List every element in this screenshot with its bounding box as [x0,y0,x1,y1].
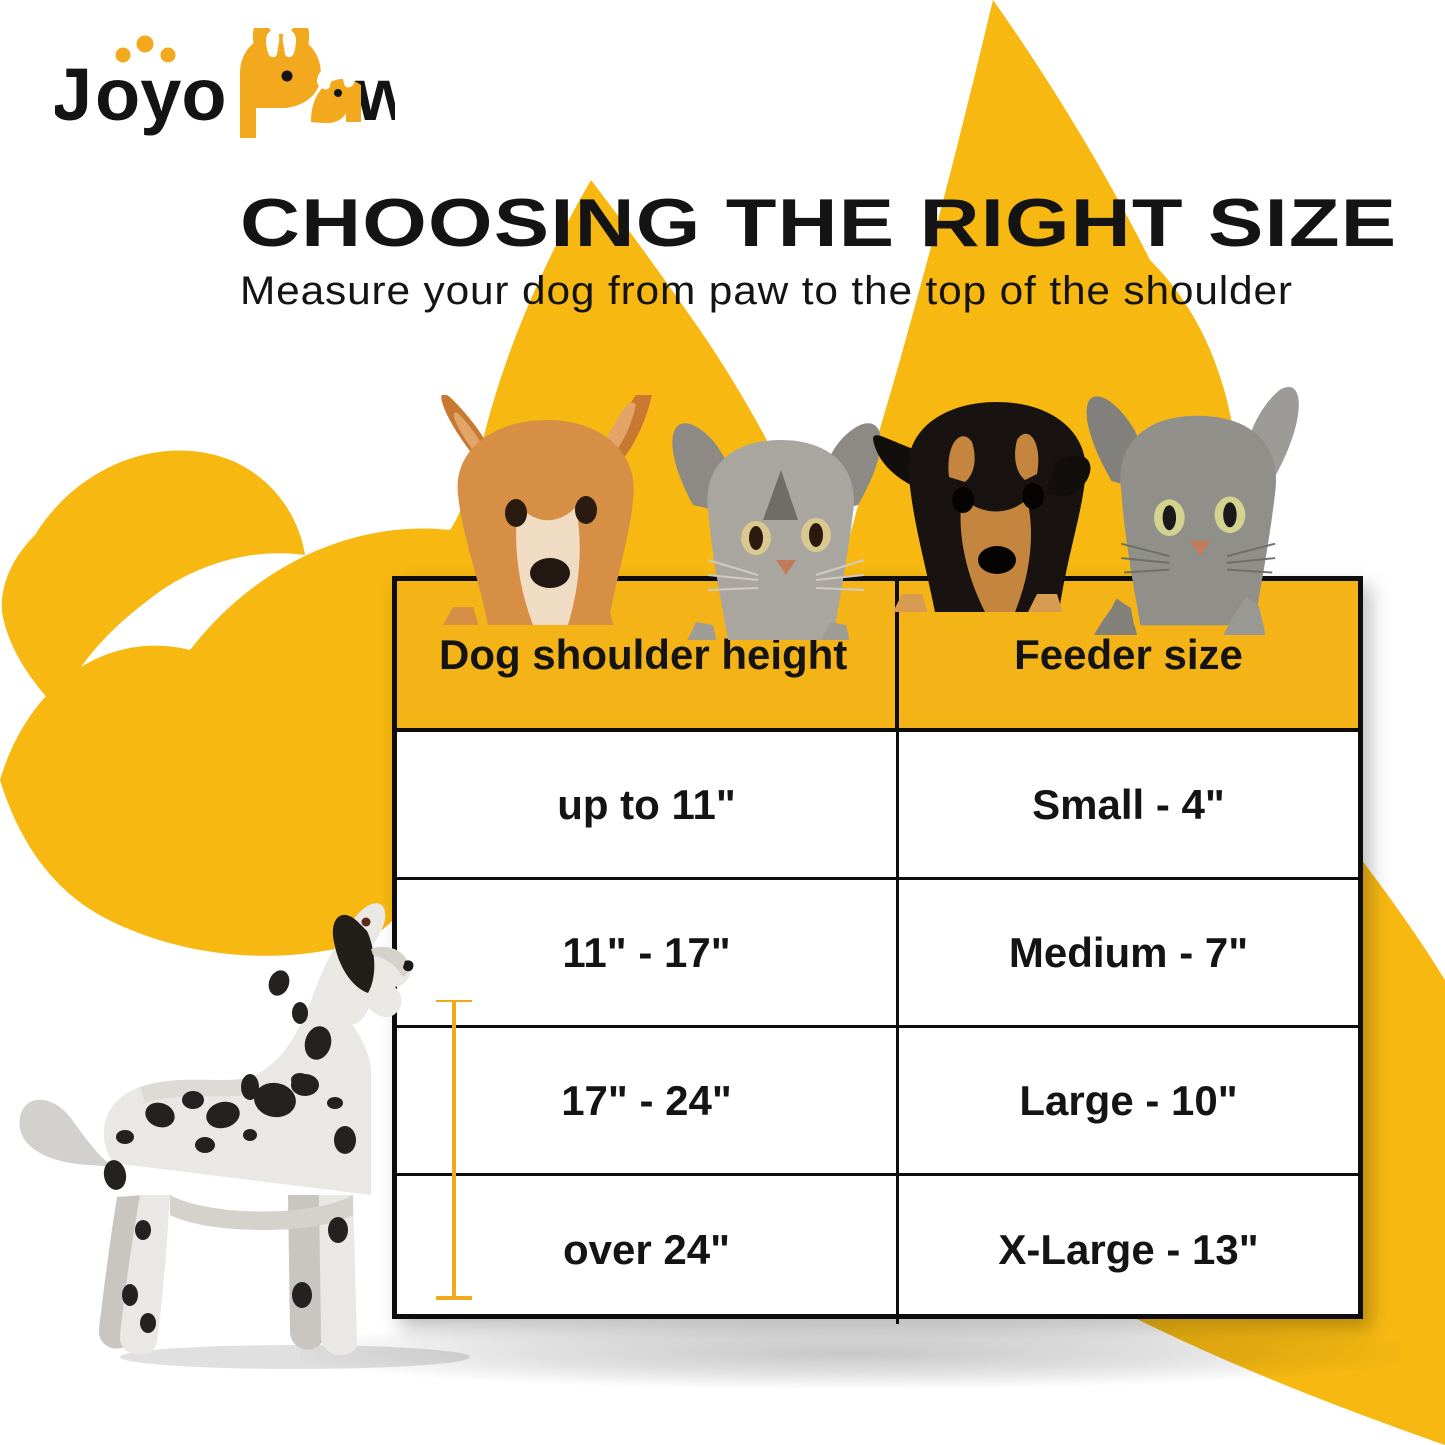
svg-text:J: J [55,53,92,136]
svg-text:oyo: oyo [95,53,227,136]
